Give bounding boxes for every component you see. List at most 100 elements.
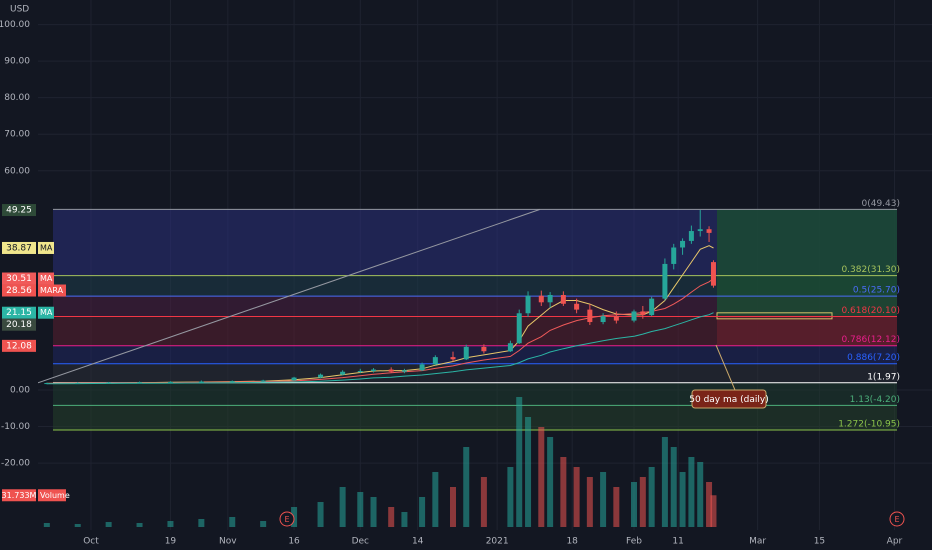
badge-tag-label: MA	[40, 243, 53, 252]
candle-body	[697, 229, 703, 232]
volume-bar	[706, 482, 713, 527]
volume-bar	[388, 507, 395, 527]
price-badge	[2, 318, 36, 331]
y-tick-label: 90.00	[4, 57, 30, 67]
candle-body	[481, 346, 487, 352]
candle-body	[587, 309, 593, 323]
entry-box	[716, 312, 833, 320]
y-tick-label: 0.00	[10, 386, 30, 396]
candle-body	[631, 311, 637, 321]
earnings-marker	[279, 511, 295, 527]
fib-label: 0.618(20.10)	[841, 306, 900, 316]
x-tick-label: 19	[165, 537, 177, 547]
candle-body	[401, 370, 407, 372]
volume-bar	[419, 497, 426, 527]
volume-bar	[401, 512, 408, 527]
candle-body	[507, 343, 513, 352]
candle-body	[419, 364, 425, 371]
volume-bar	[600, 472, 607, 527]
price-badge-label: 12.08	[6, 341, 32, 351]
candle-body	[229, 381, 235, 383]
volume-badge-label: 31.733M	[2, 491, 37, 500]
x-tick-label: Nov	[219, 537, 237, 547]
price-badge-label: 28.56	[6, 286, 32, 296]
badge-tag	[38, 241, 54, 254]
volume-bar	[670, 447, 677, 527]
candle-body	[525, 295, 531, 314]
candle-body	[371, 369, 377, 371]
candle-body	[671, 247, 677, 264]
earnings-label: E	[284, 515, 289, 524]
volume-bar	[688, 457, 695, 527]
volume-bar	[105, 522, 112, 527]
fib-label: 1.13(-4.20)	[850, 395, 900, 405]
badge-tag-label: MARA	[40, 286, 64, 295]
candle-body	[44, 383, 50, 385]
candle-body	[574, 303, 580, 310]
fib-zone	[53, 363, 897, 383]
volume-bar	[710, 495, 717, 527]
y-tick-label: 60.00	[4, 166, 30, 176]
x-tick-label: Feb	[626, 537, 642, 547]
volume-bar	[43, 523, 50, 527]
candle-body	[318, 374, 324, 378]
candle-body	[538, 295, 544, 303]
volume-bar	[586, 477, 593, 527]
candle-body	[547, 294, 553, 303]
price-badge	[2, 241, 36, 254]
y-tick-label: 70.00	[4, 130, 30, 140]
candle-body	[600, 316, 606, 323]
trend-line	[38, 208, 541, 384]
x-tick-label: 11	[672, 537, 683, 547]
badge-tag	[38, 284, 66, 297]
fib-zone	[53, 296, 897, 317]
candle-body	[75, 383, 81, 385]
y-tick-label: -20.00	[1, 459, 30, 469]
price-badge	[2, 339, 36, 352]
volume-bar	[679, 472, 686, 527]
currency-label: USD	[10, 5, 29, 15]
candle-body	[662, 263, 668, 299]
fib-zone	[53, 405, 897, 431]
fib-zone	[53, 382, 897, 406]
fib-label: 0(49.43)	[861, 199, 900, 209]
volume-bar	[538, 427, 545, 527]
loss-zone	[717, 315, 897, 346]
price-badge	[2, 306, 36, 319]
volume-bar	[74, 524, 81, 527]
candle-body	[688, 231, 694, 241]
x-tick-label: 15	[814, 537, 825, 547]
volume-bar	[507, 467, 514, 527]
candle-body	[649, 298, 655, 316]
badge-tag	[38, 306, 54, 319]
candle-body	[388, 369, 394, 372]
candle-body	[432, 357, 438, 365]
price-badge	[2, 204, 36, 217]
candle-body	[260, 380, 266, 382]
badge-tag-label: Volume	[40, 491, 70, 500]
x-tick-label: 18	[566, 537, 578, 547]
volume-bar	[449, 487, 456, 527]
price-badge-label: 49.25	[6, 206, 32, 216]
earnings-marker	[889, 511, 905, 527]
callout-box	[691, 389, 767, 409]
x-tick-label: 16	[288, 537, 300, 547]
candle-body	[640, 311, 646, 316]
callout-pointer	[715, 344, 736, 391]
candle-body	[706, 229, 712, 233]
badge-tag-label: MA	[40, 308, 53, 317]
volume-bar	[357, 492, 364, 527]
candle-body	[357, 370, 363, 372]
annotation: 50 day ma (daily)	[689, 395, 768, 405]
plot-area	[38, 0, 932, 530]
profit-zone	[717, 209, 897, 316]
volume-bar	[370, 497, 377, 527]
candle-body	[613, 316, 619, 321]
volume-bar	[167, 521, 174, 527]
volume-bar	[339, 487, 346, 527]
price-badge-label: 21.15	[6, 308, 32, 318]
candle-body	[450, 357, 456, 360]
badge-tag-label: MA	[40, 274, 53, 283]
x-tick-label: Apr	[887, 537, 903, 547]
volume-badge	[2, 489, 36, 502]
